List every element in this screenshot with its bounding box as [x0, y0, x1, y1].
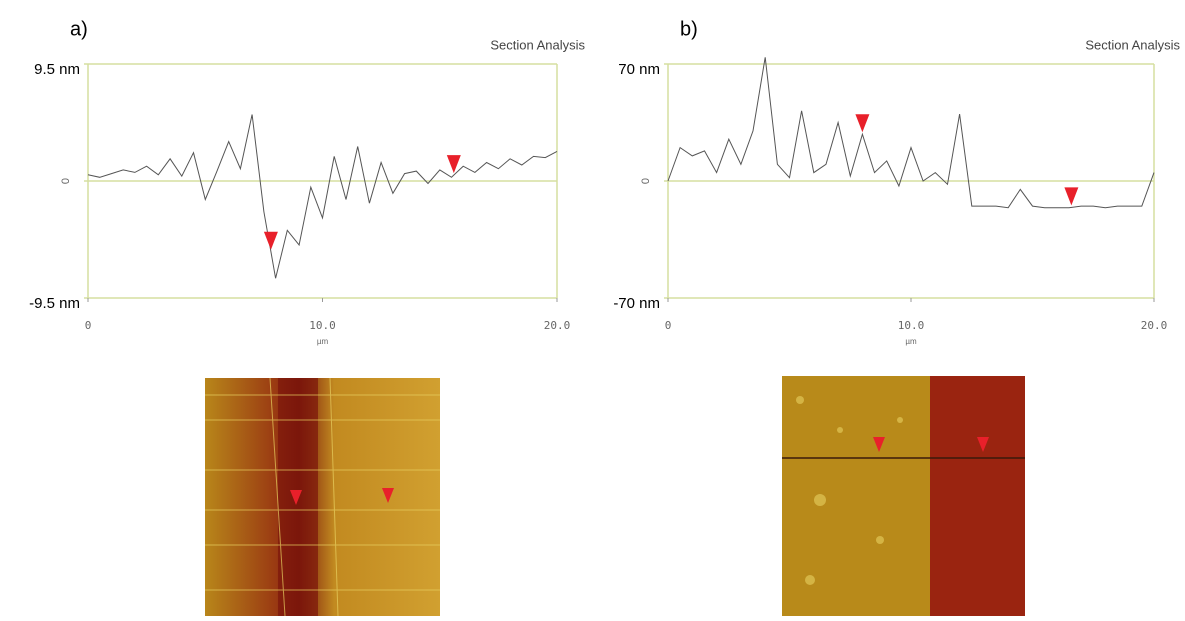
cursor-marker [446, 155, 461, 174]
cursor-marker [1064, 187, 1079, 206]
y-tick-label: 70 nm [618, 61, 660, 78]
x-tick-label: 0 [665, 319, 672, 332]
profile-line [87, 114, 558, 279]
x-tick-label: 0 [85, 319, 92, 332]
cursor-marker [855, 114, 870, 133]
x-tick-label: 10.0 [898, 319, 925, 332]
x-tick-label: 20.0 [1141, 319, 1168, 332]
cursor-marker [263, 231, 278, 250]
x-tick-label: 20.0 [544, 319, 571, 332]
afm-image [205, 377, 440, 617]
x-axis-label: µm [905, 337, 917, 346]
panel-label: b) [680, 18, 698, 40]
x-axis-label: µm [317, 337, 329, 346]
y-tick-label: 0 [640, 178, 652, 184]
panel-label: a) [70, 18, 88, 40]
profile-line [667, 57, 1155, 209]
y-tick-label: -70 nm [613, 295, 660, 312]
y-tick-label: 9.5 nm [34, 61, 80, 78]
x-tick-label: 10.0 [309, 319, 336, 332]
chart-title: Section Analysis [490, 37, 585, 52]
y-tick-label: 0 [60, 178, 72, 184]
y-tick-label: -9.5 nm [29, 295, 80, 312]
afm-image [782, 376, 1025, 616]
chart-title: Section Analysis [1085, 37, 1180, 52]
